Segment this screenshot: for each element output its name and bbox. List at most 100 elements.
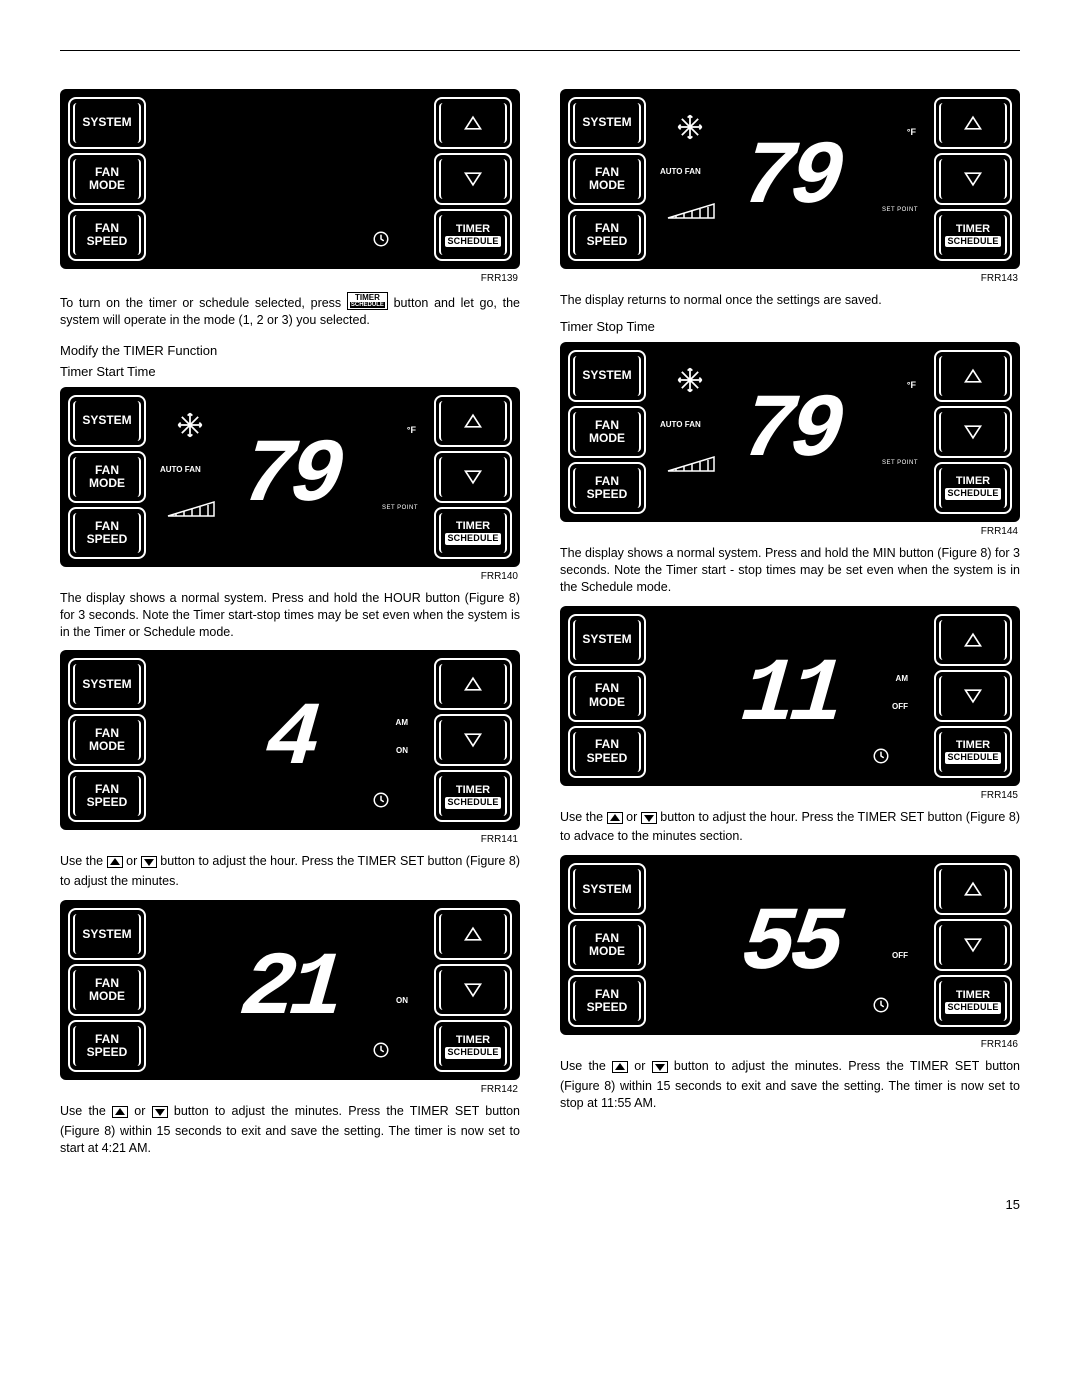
figure-ref: FRR140 [60, 571, 518, 582]
figure-ref: FRR144 [560, 526, 1018, 537]
fan-mode-button[interactable]: FAN MODE [568, 670, 646, 722]
figure-ref: FRR146 [560, 1039, 1018, 1050]
right-column: SYSTEM FAN MODE FAN SPEED AUTO FAN 79 °F… [560, 81, 1020, 1167]
up-button[interactable] [934, 97, 1012, 149]
am-label: AM [896, 674, 908, 683]
up-button[interactable] [434, 658, 512, 710]
down-button[interactable] [434, 964, 512, 1016]
text-frr145: Use the or button to adjust the hour. Pr… [560, 809, 1020, 846]
on-label: ON [396, 746, 408, 755]
up-button[interactable] [934, 863, 1012, 915]
timer-schedule-button[interactable]: TIMERSCHEDULE [934, 209, 1012, 261]
up-button[interactable] [434, 908, 512, 960]
fan-speed-button[interactable]: FAN SPEED [68, 507, 146, 559]
timer-schedule-button[interactable]: TIMERSCHEDULE [434, 507, 512, 559]
clock-icon [372, 1041, 390, 1064]
auto-fan-label: AUTO FAN [160, 465, 201, 474]
up-button[interactable] [434, 97, 512, 149]
set-point-label: SET POINT [882, 460, 918, 466]
on-label: ON [396, 996, 408, 1005]
figure-frr141: SYSTEM FAN MODE FAN SPEED 4 AM ON TIMERS… [60, 650, 520, 845]
fan-mode-button[interactable]: FAN MODE [568, 919, 646, 971]
fan-speed-button[interactable]: FAN SPEED [68, 1020, 146, 1072]
clock-icon [872, 747, 890, 770]
system-button[interactable]: SYSTEM [568, 614, 646, 666]
figure-frr146: SYSTEM FAN MODE FAN SPEED 55 OFF TIMERSC… [560, 855, 1020, 1050]
system-button[interactable]: SYSTEM [568, 350, 646, 402]
text-frr144: The display shows a normal system. Press… [560, 545, 1020, 596]
figure-ref: FRR145 [560, 790, 1018, 801]
heading-modify-timer: Modify the TIMER Function [60, 343, 520, 358]
system-button[interactable]: SYSTEM [68, 658, 146, 710]
system-button[interactable]: SYSTEM [68, 908, 146, 960]
text-frr141: Use the or button to adjust the hour. Pr… [60, 853, 520, 890]
down-button[interactable] [434, 153, 512, 205]
display-value: 79 [738, 387, 842, 477]
figure-ref: FRR142 [60, 1084, 518, 1095]
fan-speed-button[interactable]: FAN SPEED [568, 726, 646, 778]
fan-mode-button[interactable]: FAN MODE [568, 153, 646, 205]
fan-mode-button[interactable]: FAN MODE [568, 406, 646, 458]
fan-speed-bars-icon [666, 453, 716, 478]
down-button[interactable] [434, 714, 512, 766]
off-label: OFF [892, 951, 908, 960]
system-button[interactable]: SYSTEM [68, 395, 146, 447]
left-column: SYSTEM FAN MODE FAN SPEED TIMERSCHEDULE … [60, 81, 520, 1167]
page-number: 15 [60, 1197, 1020, 1212]
timer-schedule-button[interactable]: TIMERSCHEDULE [934, 726, 1012, 778]
figure-ref: FRR143 [560, 273, 1018, 284]
display-value: 79 [238, 432, 342, 522]
system-button[interactable]: SYSTEM [68, 97, 146, 149]
snowflake-icon [176, 411, 204, 444]
up-button[interactable] [434, 395, 512, 447]
heading-timer-start: Timer Start Time [60, 364, 520, 379]
fan-speed-bars-icon [666, 200, 716, 225]
up-button[interactable] [934, 350, 1012, 402]
figure-frr143: SYSTEM FAN MODE FAN SPEED AUTO FAN 79 °F… [560, 89, 1020, 284]
inline-timer-schedule-icon: TIMERSCHEDULE [347, 292, 388, 310]
degree-f-label: °F [907, 127, 916, 137]
figure-frr140: SYSTEM FAN MODE FAN SPEED AUTO FAN 79 °F… [60, 387, 520, 582]
system-button[interactable]: SYSTEM [568, 863, 646, 915]
timer-schedule-button[interactable]: TIMERSCHEDULE [434, 209, 512, 261]
down-arrow-icon [141, 856, 157, 873]
down-button[interactable] [434, 451, 512, 503]
timer-schedule-button[interactable]: TIMERSCHEDULE [934, 462, 1012, 514]
down-arrow-icon [152, 1106, 168, 1123]
fan-speed-button[interactable]: FAN SPEED [68, 770, 146, 822]
degree-f-label: °F [407, 425, 416, 435]
figure-ref: FRR141 [60, 834, 518, 845]
auto-fan-label: AUTO FAN [660, 420, 701, 429]
off-label: OFF [892, 702, 908, 711]
down-button[interactable] [934, 406, 1012, 458]
system-button[interactable]: SYSTEM [568, 97, 646, 149]
up-button[interactable] [934, 614, 1012, 666]
display-value: 21 [238, 945, 342, 1035]
down-arrow-icon [652, 1061, 668, 1078]
fan-speed-bars-icon [166, 498, 216, 523]
content-columns: SYSTEM FAN MODE FAN SPEED TIMERSCHEDULE … [60, 81, 1020, 1167]
figure-frr145: SYSTEM FAN MODE FAN SPEED 11 AM OFF TIME… [560, 606, 1020, 801]
down-button[interactable] [934, 919, 1012, 971]
fan-mode-button[interactable]: FAN MODE [68, 451, 146, 503]
text-frr143: The display returns to normal once the s… [560, 292, 1020, 309]
timer-schedule-button[interactable]: TIMERSCHEDULE [434, 770, 512, 822]
down-button[interactable] [934, 153, 1012, 205]
down-arrow-icon [641, 812, 657, 829]
timer-schedule-button[interactable]: TIMERSCHEDULE [934, 975, 1012, 1027]
display-value: 55 [738, 900, 842, 990]
fan-mode-button[interactable]: FAN MODE [68, 714, 146, 766]
auto-fan-label: AUTO FAN [660, 167, 701, 176]
fan-mode-button[interactable]: FAN MODE [68, 964, 146, 1016]
fan-speed-button[interactable]: FAN SPEED [68, 209, 146, 261]
am-label: AM [396, 718, 408, 727]
fan-speed-button[interactable]: FAN SPEED [568, 462, 646, 514]
down-button[interactable] [934, 670, 1012, 722]
fan-mode-button[interactable]: FAN MODE [68, 153, 146, 205]
up-arrow-icon [607, 812, 623, 829]
fan-speed-button[interactable]: FAN SPEED [568, 975, 646, 1027]
timer-schedule-button[interactable]: TIMERSCHEDULE [434, 1020, 512, 1072]
top-rule [60, 50, 1020, 51]
fan-speed-button[interactable]: FAN SPEED [568, 209, 646, 261]
clock-icon [372, 230, 390, 253]
